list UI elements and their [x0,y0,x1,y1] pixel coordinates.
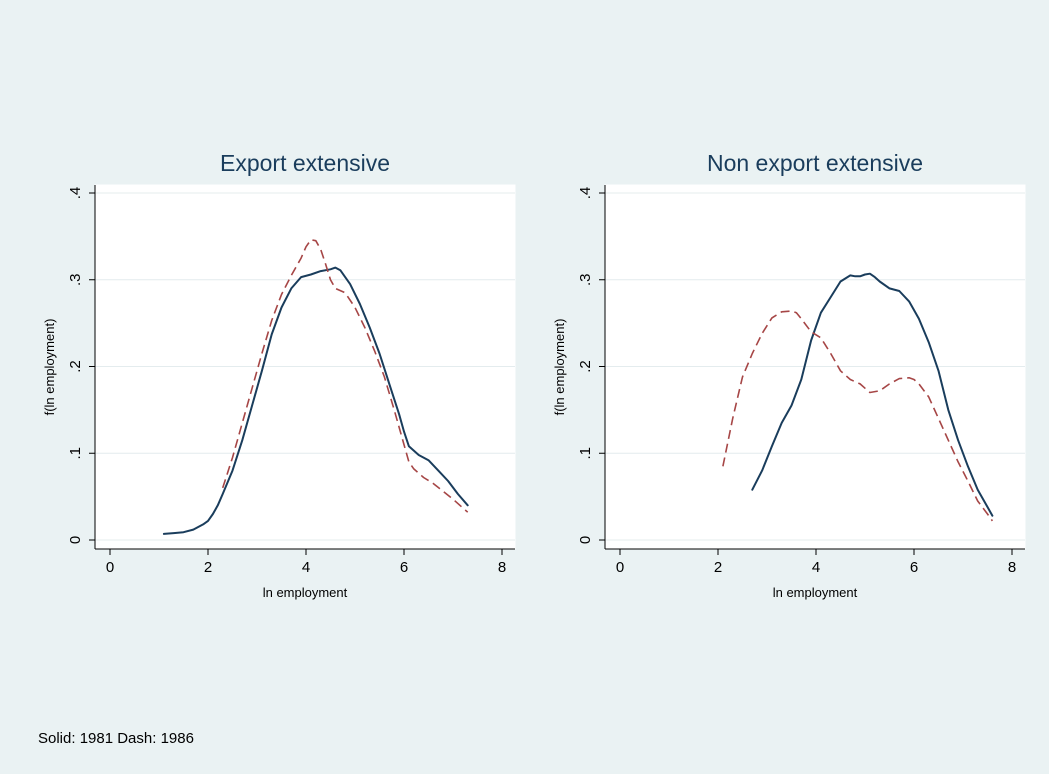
y-tick-label: .3 [577,273,594,286]
x-tick-label: 0 [106,559,114,576]
y-tick-label: .1 [67,447,84,460]
x-tick-label: 8 [498,559,506,576]
y-axis-label: f(ln employment) [42,319,57,416]
x-tick-label: 4 [302,559,310,576]
y-tick-label: 0 [67,536,84,544]
series-line-solid [162,266,469,535]
series-line-dash [722,310,994,522]
y-tick-label: .1 [577,447,594,460]
chart-title: Non export extensive [707,150,923,176]
x-tick-label: 2 [714,559,722,576]
chart-title: Export extensive [220,150,390,176]
y-tick-label: .2 [577,360,594,373]
x-tick-label: 2 [204,559,212,576]
x-tick-label: 6 [400,559,408,576]
series-line-dash [221,239,469,513]
y-tick-label: 0 [577,536,594,544]
footnote: Solid: 1981 Dash: 1986 [38,730,194,747]
series-line-solid [751,272,994,517]
x-axis-label: ln employment [773,585,858,600]
y-axis-label: f(ln employment) [552,319,567,416]
chart-panel-1: 0 .1 .2 .3 .4 0 2 4 6 8 Export extensive ln employm… [42,150,516,600]
x-axis-label: ln employment [263,585,348,600]
chart-panel-2: 0 .1 .2 .3 .4 0 2 4 6 8 Non export extensive ln emp… [552,150,1026,600]
x-tick-label: 0 [616,559,624,576]
x-tick-label: 4 [812,559,820,576]
y-tick-label: .4 [577,187,594,200]
y-tick-label: .4 [67,187,84,200]
x-tick-label: 8 [1008,559,1016,576]
x-tick-label: 6 [910,559,918,576]
y-tick-label: .2 [67,360,84,373]
y-tick-label: .3 [67,273,84,286]
